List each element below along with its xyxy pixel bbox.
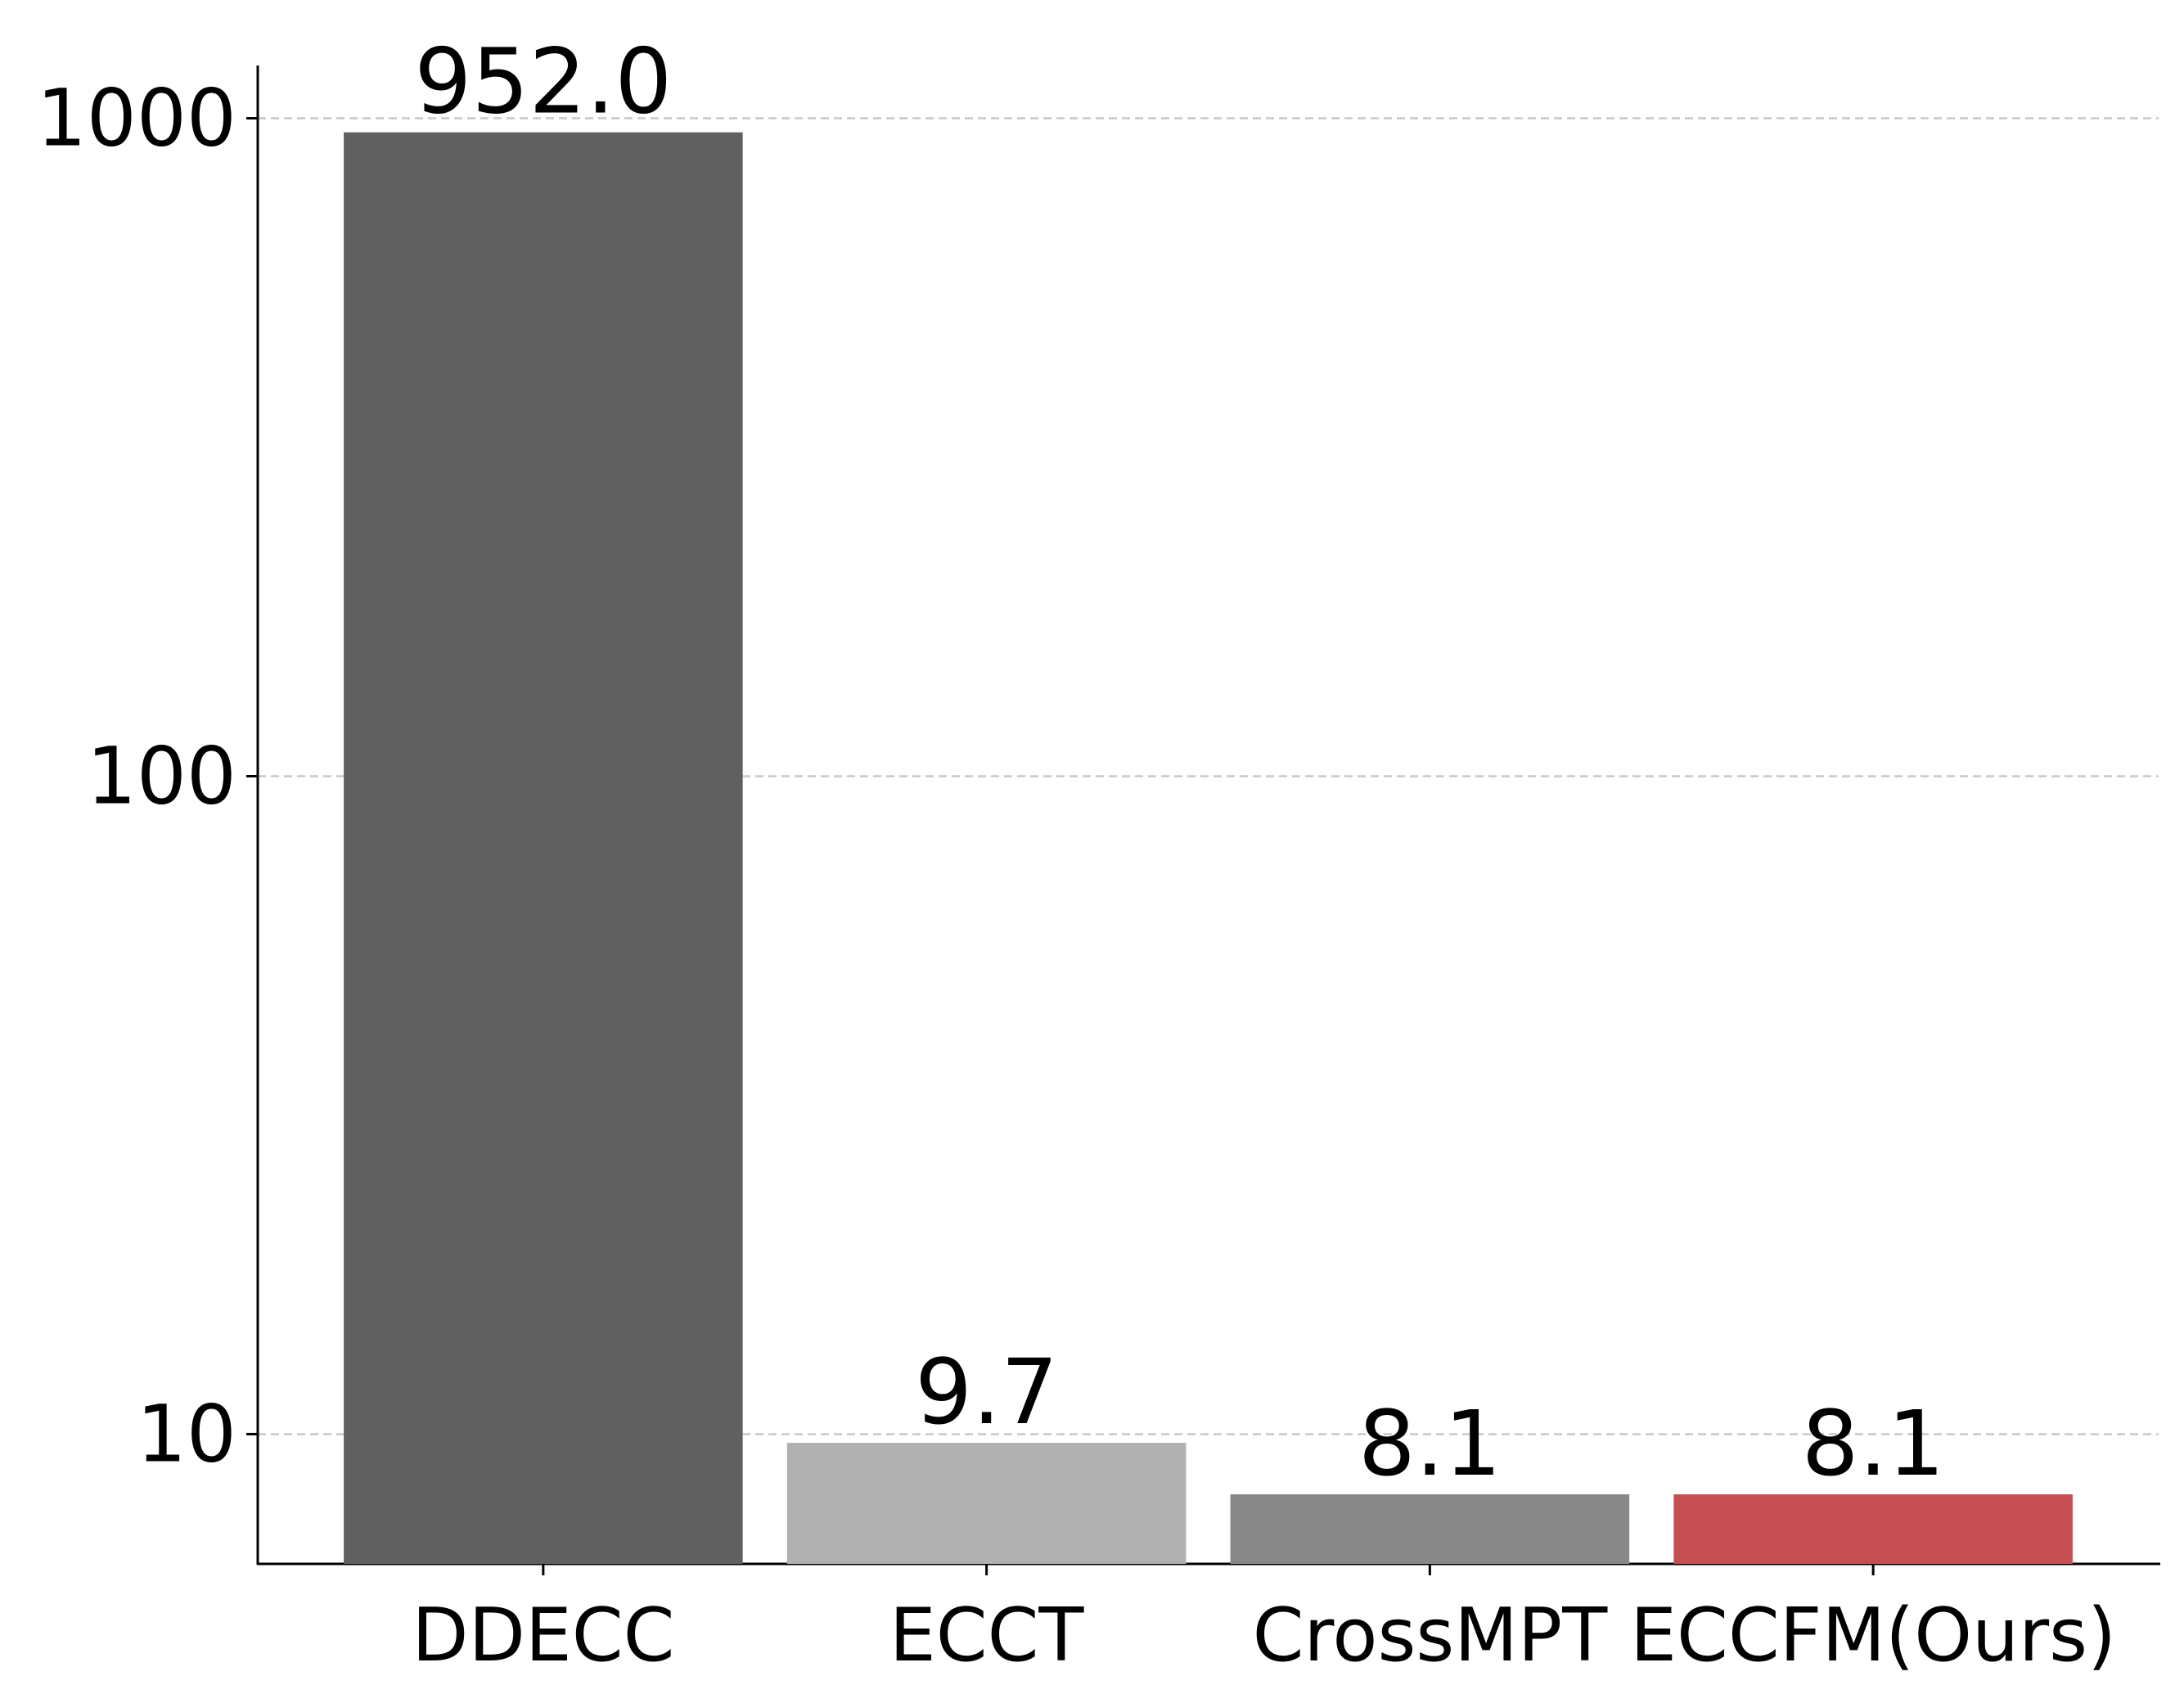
value-label: 8.1: [1802, 1391, 1945, 1496]
y-tick-label: 100: [87, 730, 236, 822]
y-tick-label: 10: [137, 1388, 236, 1480]
x-tick-label: CrossMPT: [1253, 1593, 1609, 1678]
x-tick-label: DDECC: [412, 1593, 674, 1678]
value-label: 952.0: [414, 29, 672, 134]
x-tick-label: ECCT: [889, 1593, 1085, 1678]
bar: [1673, 1494, 2073, 1564]
bar: [786, 1443, 1187, 1564]
y-tick-label: 1000: [37, 73, 236, 164]
bar: [1230, 1494, 1630, 1564]
x-tick-label: ECCFM(Ours): [1630, 1593, 2116, 1678]
value-label: 8.1: [1358, 1391, 1502, 1496]
bar: [344, 132, 743, 1564]
value-label: 9.7: [915, 1340, 1058, 1444]
